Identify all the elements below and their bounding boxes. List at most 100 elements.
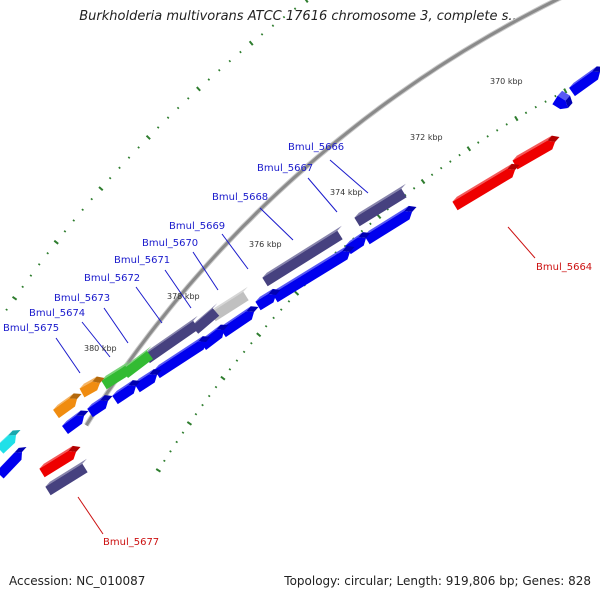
gene-feature-side [8,430,21,436]
gene-feature-top [62,410,81,426]
gene-label: Bmul_5670 [142,238,198,249]
gene-feature[interactable] [62,410,89,435]
scale-tick [495,129,499,132]
scale-tick [360,229,364,233]
gene-feature[interactable] [121,346,154,378]
scale-label: 372 kbp [410,133,443,142]
gene-label: Bmul_5674 [29,308,85,319]
gene-feature[interactable] [512,135,560,170]
gene-feature[interactable] [364,205,417,245]
scale-tick [293,7,297,10]
gene-feature[interactable] [452,163,520,211]
label-leader-line [164,269,192,309]
scale-label: 376 kbp [249,240,282,249]
scale-tick [11,295,18,301]
scale-tick [137,146,140,149]
backbone-line [85,0,560,427]
gene-feature-top [364,205,409,236]
gene-feature-top [557,90,571,101]
scale-tick [90,197,93,201]
gene-feature[interactable] [255,288,281,311]
gene-feature-face [569,71,600,97]
gene-feature[interactable] [0,447,27,479]
gene-feature-face [144,320,199,364]
scale-tick [228,59,232,63]
gene-feature[interactable] [272,245,355,303]
gene-feature[interactable] [112,380,141,405]
gene-feature-top [191,303,218,327]
scale-tick [477,141,480,144]
gene-feature-top [154,336,203,370]
scale-label: 380 kbp [84,344,117,353]
gene-feature-face [39,450,76,478]
scale-tick [145,134,151,140]
gene-feature[interactable] [354,183,407,227]
gene-feature-face [220,311,254,338]
gene-feature-face [79,381,100,398]
backbone-shadow [84,0,562,427]
scale-tick [466,146,472,152]
gene-feature[interactable] [191,303,220,334]
gene-feature[interactable] [0,430,21,454]
gene-feature-top [0,447,19,468]
gene-feature[interactable] [210,286,249,322]
gene-label: Bmul_5673 [54,293,110,304]
scale-tick [156,126,160,129]
scale-tick [304,0,309,3]
genome-summary: Topology: circular; Length: 919,806 bp; … [284,574,591,588]
scale-tick [412,187,416,190]
scale-ticks [0,0,597,473]
gene-feature-side [547,135,560,142]
gene-feature-face [364,210,412,245]
scale-tick [186,97,190,100]
scale-labels: 370 kbp 372 kbp 374 kbp 376 kbp 378 kbp 380 k… [84,77,523,353]
gene-feature[interactable] [53,393,82,419]
scale-tick [5,308,8,311]
gene-feature-side [69,393,82,399]
gene-feature-side [565,95,573,108]
gene-feature[interactable] [87,395,113,418]
label-leader-line [307,177,338,213]
scale-tick [563,88,568,94]
scale-tick [554,94,557,98]
label-leader-line [81,321,111,358]
label-leader-line [77,496,104,535]
gene-features[interactable] [0,66,600,496]
scale-label: 370 kbp [490,77,523,86]
scale-tick [458,153,461,157]
gene-feature[interactable] [569,66,600,97]
gene-feature[interactable] [101,360,131,390]
gene-feature[interactable] [144,315,199,364]
gene-feature-side [342,245,355,252]
gene-feature[interactable] [154,336,211,379]
gene-feature[interactable] [134,369,162,393]
gene-feature-side [216,324,229,330]
scale-tick [181,431,185,434]
gene-feature-face [62,415,84,435]
scale-tick [256,332,262,338]
genome-backbone [84,0,562,427]
gene-label: Bmul_5675 [3,323,59,334]
scale-tick [524,111,528,115]
gene-feature-top [134,369,154,384]
gene-feature[interactable] [45,458,88,496]
scale-tick [207,394,211,398]
gene-feature-face [154,341,206,379]
gene-feature-side [592,66,600,72]
scale-tick [118,166,121,170]
gene-feature[interactable] [262,225,343,287]
gene-feature[interactable] [220,306,259,338]
gene-feature[interactable] [552,90,573,110]
gene-feature-face [272,250,350,303]
label-leader-line [221,233,249,270]
scale-tick [376,213,382,220]
gene-feature[interactable] [79,376,105,398]
gene-label: Bmul_5664 [536,262,592,273]
scale-tick [505,123,508,126]
gene-feature[interactable] [39,445,81,478]
gene-feature-top [101,360,130,381]
gene-feature-top [262,225,342,278]
gene-feature-face [0,452,22,479]
scale-tick [127,156,131,159]
